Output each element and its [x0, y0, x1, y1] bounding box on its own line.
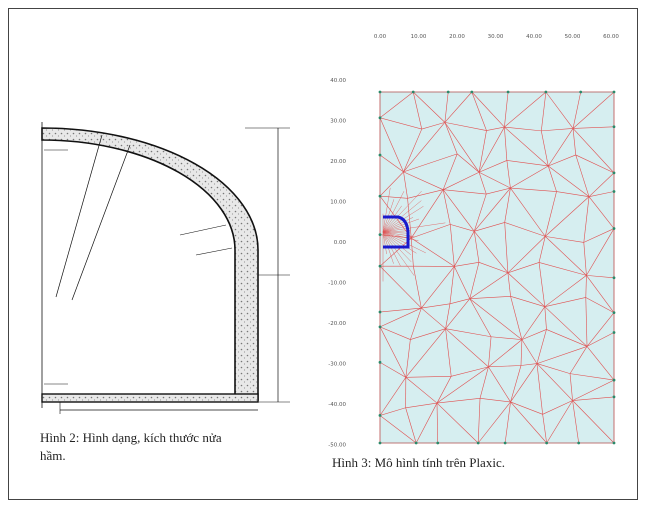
mesh-node: [613, 396, 616, 399]
left-tick-label: 40.00: [330, 78, 346, 84]
mesh-node: [613, 125, 616, 128]
top-tick-label: 60.00: [603, 34, 619, 40]
page: Hình 2: Hình dạng, kích thước nửahầm. 0.…: [0, 0, 646, 508]
tunnel-drawing: [42, 122, 290, 414]
mesh-node: [379, 311, 382, 314]
left-tick-label: -40.00: [328, 402, 346, 408]
left-tick-label: -20.00: [328, 321, 346, 327]
mesh-node: [412, 91, 415, 94]
top-tick-label: 30.00: [488, 34, 504, 40]
top-tick-label: 0.00: [374, 34, 387, 40]
mesh-node: [379, 116, 382, 119]
mesh-node: [379, 442, 382, 445]
mesh-node: [477, 442, 480, 445]
mesh-node: [379, 414, 382, 417]
mesh-node: [470, 91, 473, 94]
mesh-node: [613, 276, 616, 279]
mesh-node: [613, 227, 616, 230]
mesh-node: [504, 442, 507, 445]
mesh-node: [613, 442, 616, 445]
left-tick-label: -30.00: [328, 362, 346, 368]
left-tick-label: -50.00: [328, 443, 346, 449]
mesh-node: [577, 442, 580, 445]
top-tick-label: 10.00: [411, 34, 427, 40]
mesh-node: [613, 171, 616, 174]
mesh-node: [447, 91, 450, 94]
left-tick-label: 0.00: [334, 240, 347, 246]
left-tick-label: 30.00: [330, 119, 346, 125]
mesh-node: [507, 91, 510, 94]
mesh-node: [379, 233, 382, 236]
left-tick-label: 20.00: [330, 159, 346, 165]
mesh-node: [379, 91, 382, 94]
top-tick-label: 40.00: [526, 34, 542, 40]
mesh-node: [545, 442, 548, 445]
left-tick-label: 10.00: [330, 200, 346, 206]
left-tick-label: -10.00: [328, 281, 346, 287]
mesh-node: [613, 190, 616, 193]
caption: Hình 2: Hình dạng, kích thước nửahầm.: [40, 430, 222, 463]
mesh-node: [613, 379, 616, 382]
mesh-node: [379, 325, 382, 328]
mesh-node: [579, 91, 582, 94]
caption: Hình 3: Mô hình tính trên Plaxic.: [332, 455, 505, 470]
mesh-node: [613, 91, 616, 94]
top-tick-label: 20.00: [449, 34, 465, 40]
top-tick-label: 50.00: [565, 34, 581, 40]
mesh-node: [379, 361, 382, 364]
mesh-node: [379, 154, 382, 157]
mesh-node: [544, 91, 547, 94]
mesh-node: [379, 195, 382, 198]
mesh-node: [613, 331, 616, 334]
figure-panel: Hình 2: Hình dạng, kích thước nửahầm. 0.…: [0, 0, 646, 508]
mesh-node: [379, 265, 382, 268]
mesh-node: [436, 442, 439, 445]
mesh-node: [613, 311, 616, 314]
mesh-node: [415, 442, 418, 445]
